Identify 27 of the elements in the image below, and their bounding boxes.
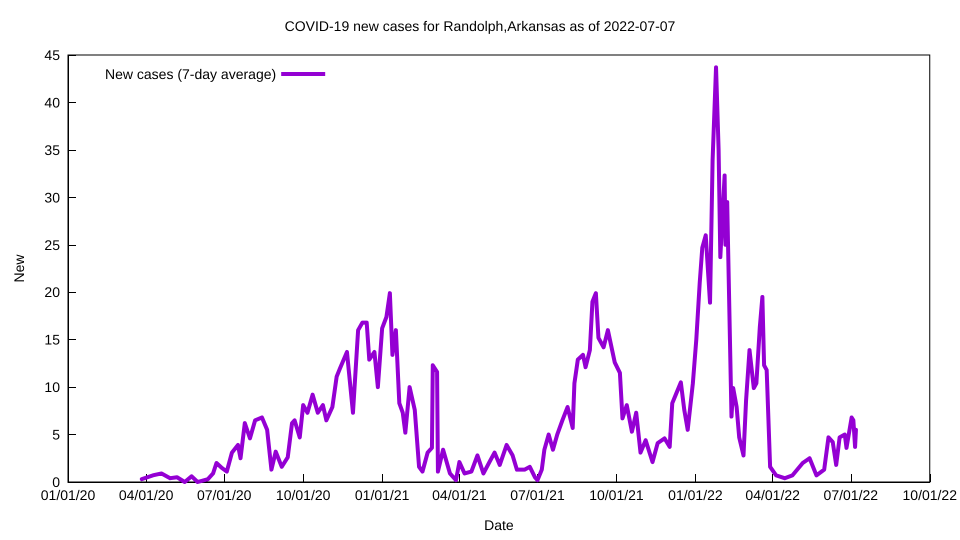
x-tick-label: 04/01/22 bbox=[745, 487, 800, 503]
x-tick-label: 07/01/21 bbox=[510, 487, 565, 503]
y-tick-label: 15 bbox=[44, 332, 60, 348]
x-tick-label: 04/01/21 bbox=[432, 487, 487, 503]
y-tick-label: 5 bbox=[52, 426, 60, 443]
y-tick-label: 10 bbox=[44, 379, 60, 396]
y-tick-label: 45 bbox=[44, 47, 60, 63]
legend-label: New cases (7-day average) bbox=[105, 66, 276, 82]
x-tick-label: 01/01/21 bbox=[354, 487, 410, 503]
y-tick-label: 40 bbox=[44, 94, 60, 110]
x-axis-title: Date bbox=[484, 517, 514, 533]
y-axis-title: New bbox=[11, 254, 27, 283]
x-tick-label: 10/01/20 bbox=[276, 487, 331, 503]
y-tick-label: 30 bbox=[44, 189, 60, 206]
y-tick-label: 20 bbox=[44, 284, 60, 300]
chart-title: COVID-19 new cases for Randolph,Arkansas as of 2022-07-07 bbox=[284, 18, 676, 34]
x-tick-label: 04/01/20 bbox=[118, 487, 174, 503]
x-tick-label: 07/01/20 bbox=[196, 487, 252, 503]
y-tick-label: 35 bbox=[44, 142, 60, 158]
x-tick-label: 07/01/22 bbox=[824, 487, 878, 503]
y-tick-label: 25 bbox=[44, 236, 60, 253]
y-tick-label: 0 bbox=[52, 474, 60, 490]
x-tick-label: 01/01/20 bbox=[40, 487, 96, 503]
x-tick-label: 10/01/22 bbox=[902, 487, 958, 503]
x-tick-label: 01/01/22 bbox=[668, 487, 723, 503]
x-tick-label: 10/01/21 bbox=[589, 487, 644, 503]
line-series bbox=[140, 65, 858, 484]
